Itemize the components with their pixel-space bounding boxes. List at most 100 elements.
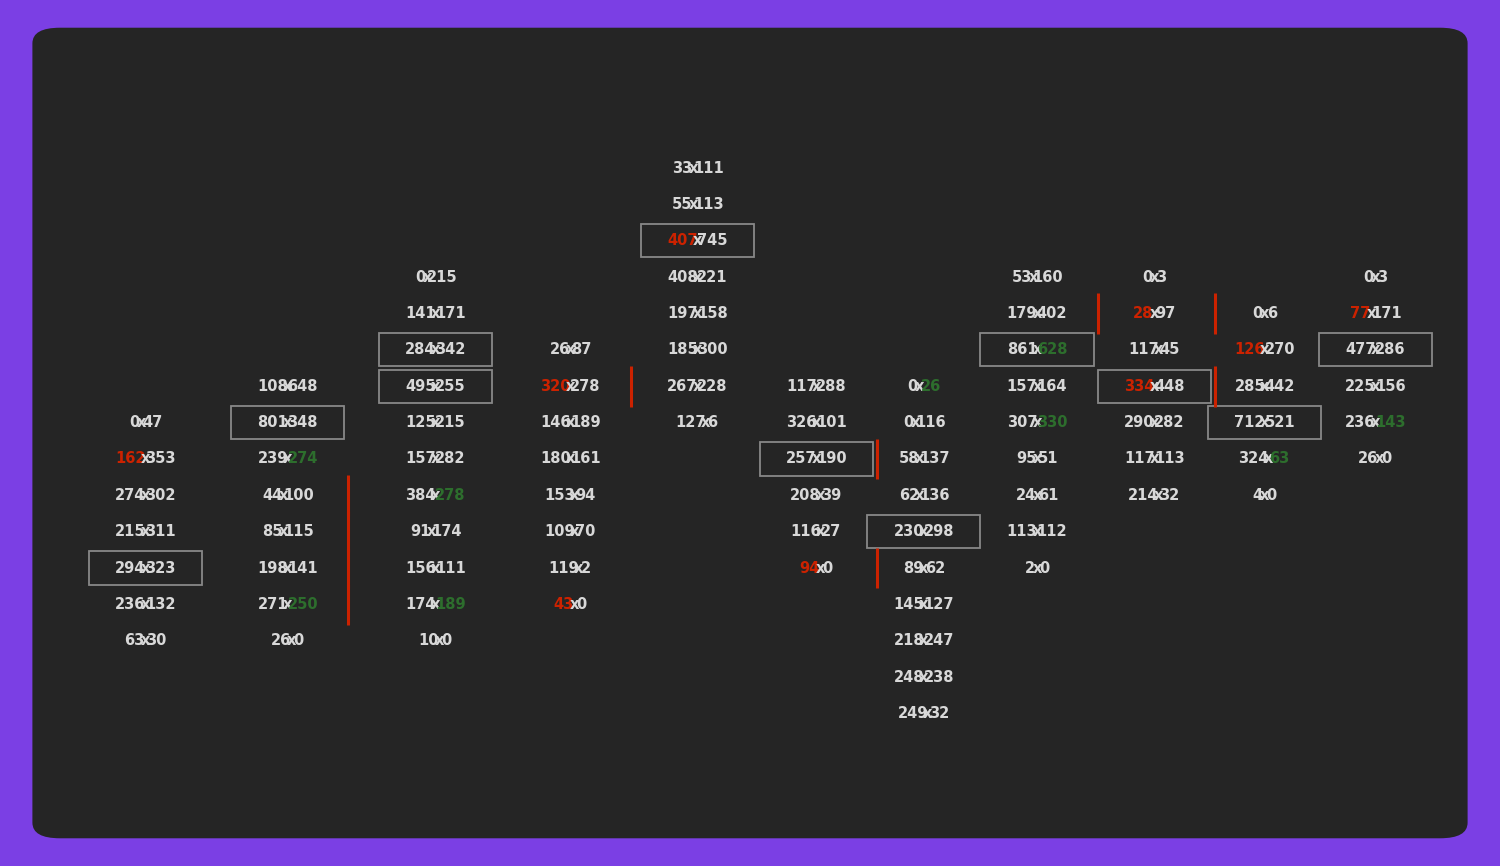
Text: 26: 26 (270, 633, 291, 649)
Text: 156: 156 (405, 560, 435, 576)
Text: x: x (279, 488, 288, 503)
Text: x: x (920, 669, 928, 685)
Text: x: x (570, 488, 579, 503)
Text: x: x (1032, 451, 1041, 467)
Text: 0: 0 (416, 269, 426, 285)
Text: 0: 0 (1252, 306, 1263, 321)
Text: 171: 171 (1371, 306, 1401, 321)
Text: x: x (1029, 269, 1038, 285)
Text: 324: 324 (1239, 451, 1269, 467)
Text: 407: 407 (668, 233, 698, 249)
Text: 95: 95 (1016, 451, 1036, 467)
Text: 255: 255 (435, 378, 465, 394)
Text: x: x (812, 378, 820, 394)
Text: x: x (1032, 342, 1041, 358)
Text: x: x (1260, 488, 1269, 503)
Text: x: x (816, 488, 825, 503)
Text: x: x (1032, 488, 1041, 503)
Text: 100: 100 (284, 488, 314, 503)
Text: x: x (1260, 342, 1269, 358)
Text: x: x (141, 488, 150, 503)
Text: 285: 285 (1234, 378, 1264, 394)
Text: 215: 215 (427, 269, 458, 285)
Text: 249: 249 (897, 706, 928, 721)
Text: 0: 0 (129, 415, 140, 430)
Text: 320: 320 (540, 378, 572, 394)
Text: 236: 236 (116, 597, 146, 612)
Text: 402: 402 (1036, 306, 1068, 321)
Text: 2: 2 (1024, 560, 1035, 576)
Text: 282: 282 (1154, 415, 1185, 430)
Text: x: x (693, 342, 702, 358)
Text: 745: 745 (698, 233, 728, 249)
Text: 125: 125 (405, 415, 435, 430)
Text: x: x (1260, 415, 1269, 430)
Text: 2: 2 (580, 560, 591, 576)
Text: 112: 112 (1036, 524, 1068, 540)
Text: 116: 116 (790, 524, 820, 540)
Text: x: x (693, 378, 702, 394)
Text: 189: 189 (435, 597, 465, 612)
Text: 294: 294 (116, 560, 146, 576)
Text: x: x (430, 597, 439, 612)
Bar (380, 370, 492, 403)
Text: x: x (1371, 269, 1380, 285)
Text: x: x (1032, 378, 1041, 394)
Text: 70: 70 (576, 524, 596, 540)
Text: 62: 62 (926, 560, 945, 576)
Text: x: x (1032, 524, 1041, 540)
Text: x: x (430, 378, 439, 394)
Text: x: x (915, 378, 924, 394)
Text: 91: 91 (410, 524, 430, 540)
Text: 230: 230 (894, 524, 924, 540)
Text: x: x (922, 706, 933, 721)
Text: 448: 448 (1154, 378, 1185, 394)
Text: 180: 180 (540, 451, 572, 467)
Bar (88, 552, 202, 585)
Text: 215: 215 (116, 524, 146, 540)
Text: 334: 334 (1124, 378, 1155, 394)
Text: x: x (1260, 306, 1269, 321)
Text: 89: 89 (903, 560, 922, 576)
Text: x: x (284, 451, 292, 467)
Text: 146: 146 (540, 415, 572, 430)
Text: 278: 278 (570, 378, 602, 394)
Text: x: x (430, 415, 439, 430)
Text: 0: 0 (908, 378, 918, 394)
Text: x: x (430, 451, 439, 467)
Text: 111: 111 (693, 160, 724, 176)
Text: 208: 208 (790, 488, 820, 503)
Text: 27: 27 (821, 524, 842, 540)
Text: x: x (430, 306, 439, 321)
Text: x: x (279, 524, 288, 540)
Text: 247: 247 (924, 633, 954, 649)
Bar (981, 333, 1094, 366)
Text: 111: 111 (435, 560, 465, 576)
Text: 156: 156 (1376, 378, 1406, 394)
Text: 39: 39 (821, 488, 842, 503)
Text: 61: 61 (1038, 488, 1058, 503)
Text: 85: 85 (262, 524, 284, 540)
Text: 257: 257 (786, 451, 816, 467)
Text: 0: 0 (1040, 560, 1048, 576)
FancyBboxPatch shape (33, 28, 1467, 838)
Text: x: x (1032, 560, 1041, 576)
Text: 117: 117 (786, 378, 816, 394)
Text: 4: 4 (1252, 488, 1263, 503)
Text: 0: 0 (576, 597, 586, 612)
Text: x: x (1149, 415, 1160, 430)
Text: 77: 77 (1350, 306, 1371, 321)
Text: 190: 190 (816, 451, 846, 467)
Text: 307: 307 (1007, 415, 1038, 430)
Text: x: x (430, 488, 439, 503)
Text: 141: 141 (405, 306, 435, 321)
Text: 521: 521 (1264, 415, 1294, 430)
Text: 267: 267 (668, 378, 698, 394)
Text: 162: 162 (116, 451, 146, 467)
Text: 115: 115 (284, 524, 314, 540)
Text: 137: 137 (920, 451, 950, 467)
Text: 861: 861 (1007, 342, 1038, 358)
Text: 0: 0 (1382, 451, 1392, 467)
Bar (1098, 370, 1210, 403)
Text: x: x (812, 451, 820, 467)
